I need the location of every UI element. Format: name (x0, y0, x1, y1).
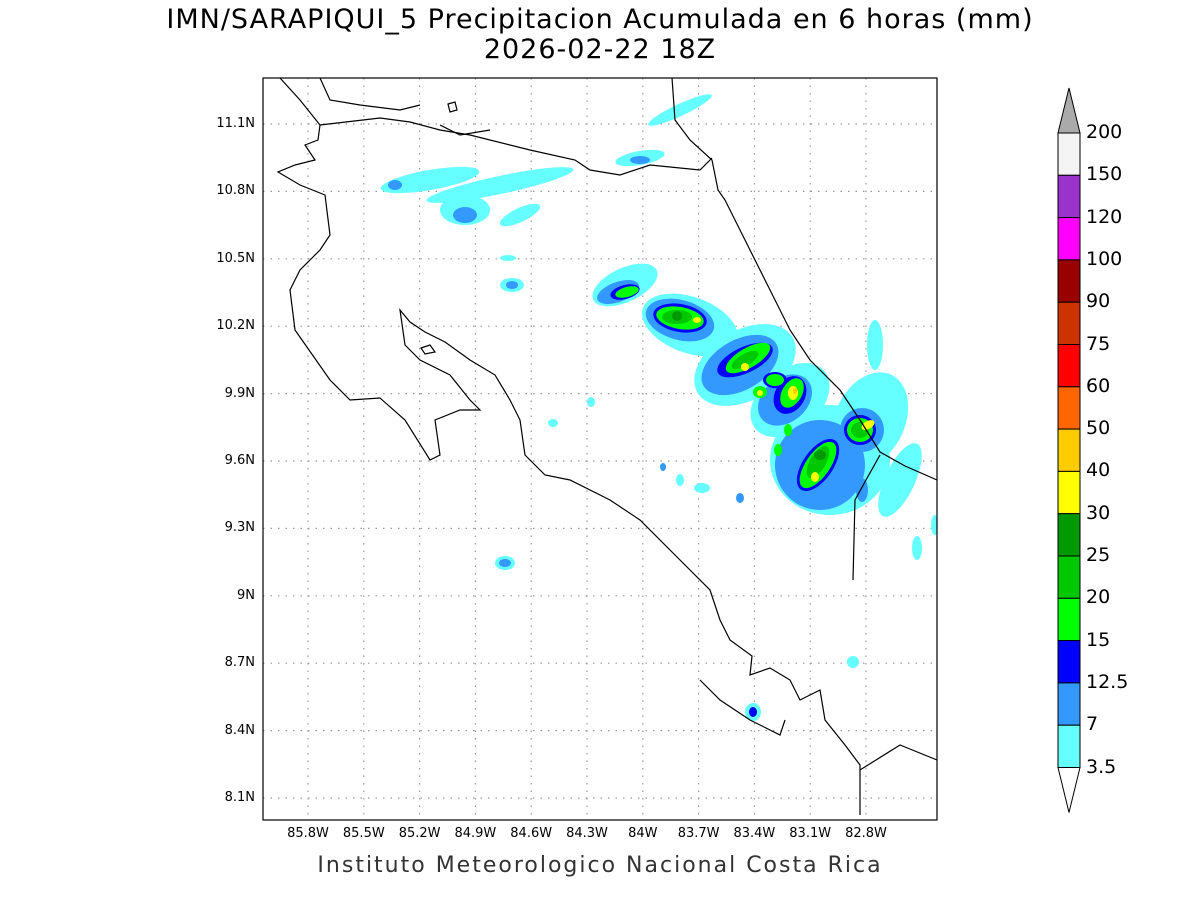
lon-tick-label: 83.4W (733, 826, 776, 841)
colorbar-label: 100 (1086, 247, 1123, 270)
colorbar-swatch (1057, 344, 1081, 388)
coastlines (276, 78, 937, 815)
colorbar-swatch (1057, 597, 1081, 642)
lat-tick-label: 9.3N (224, 520, 255, 536)
lon-tick-label: 84.9W (454, 826, 497, 841)
colorbar-label: 200 (1086, 121, 1123, 143)
lat-tick-label: 8.1N (224, 790, 255, 805)
colorbar-swatch (1057, 470, 1081, 515)
colorbar-swatch (1057, 724, 1081, 769)
lon-tick-label: 84.3W (566, 826, 608, 841)
colorbar-label: 40 (1086, 459, 1111, 482)
colorbar-label: 150 (1086, 163, 1123, 186)
precipitation-field (380, 94, 937, 721)
colorbar-label: 75 (1086, 332, 1111, 355)
colorbar-label: 30 (1086, 501, 1111, 524)
colorbar-swatch (1057, 301, 1081, 346)
lat-tick-label: 8.4N (224, 722, 255, 738)
lat-tick-label: 11.1N (216, 116, 255, 131)
lon-tick-label: 85.5W (342, 826, 385, 841)
colorbar-label: 7 (1086, 713, 1099, 736)
colorbar-swatch (1057, 682, 1081, 726)
colorbar-label: 15 (1086, 628, 1111, 651)
lat-tick-label: 10.8N (216, 183, 255, 199)
map-title: IMN/SARAPIQUI_5 Precipitacion Acumulada … (166, 4, 1034, 35)
lat-tick-label: 10.5N (216, 250, 255, 266)
lat-tick-label: 8.7N (224, 655, 255, 671)
map-footer: Instituto Meteorologico Nacional Costa R… (317, 853, 883, 878)
colorbar-swatch (1057, 640, 1081, 684)
lon-tick-label: 82.8W (845, 826, 887, 841)
lat-tick-label: 9N (237, 587, 255, 603)
colorbar-swatch (1057, 174, 1081, 219)
colorbar-swatch (1057, 259, 1081, 303)
colorbar-label: 120 (1086, 205, 1123, 228)
lon-tick-label: 83.7W (677, 826, 720, 841)
colorbar-under-arrow (1057, 767, 1081, 813)
colorbar-swatch (1057, 428, 1081, 472)
precip-3.5 (380, 94, 937, 721)
lon-tick-label: 85.2W (398, 826, 441, 841)
lat-tick-label: 9.9N (224, 385, 255, 401)
colorbar-over-arrow (1057, 87, 1081, 134)
precip-25 (672, 311, 826, 460)
colorbar-swatch (1057, 555, 1081, 599)
colorbar-label: 3.5 (1086, 755, 1117, 778)
colorbar-swatch (1057, 513, 1081, 557)
lon-tick-label: 84W (628, 826, 658, 841)
map-frame (262, 77, 938, 821)
colorbar-label: 25 (1086, 544, 1111, 566)
lat-tick-label: 9.6N (224, 453, 255, 468)
map-subtitle: 2026-02-22 18Z (483, 34, 717, 65)
precip-40 (793, 388, 797, 394)
lon-tick-label: 83.1W (789, 826, 832, 841)
colorbar-label: 20 (1086, 586, 1111, 609)
colorbar-swatch (1057, 386, 1081, 430)
lon-tick-label: 84.6W (510, 826, 553, 841)
colorbar-label: 90 (1086, 290, 1111, 313)
colorbar (1057, 87, 1081, 813)
colorbar-label: 12.5 (1086, 670, 1129, 693)
lat-tick-label: 10.2N (216, 318, 255, 334)
precip-7 (388, 156, 884, 567)
colorbar-swatch (1057, 217, 1081, 261)
lon-tick-label: 85.8W (287, 826, 329, 841)
colorbar-swatch (1057, 132, 1081, 176)
colorbar-label: 50 (1086, 417, 1111, 440)
colorbar-label: 60 (1086, 374, 1111, 397)
